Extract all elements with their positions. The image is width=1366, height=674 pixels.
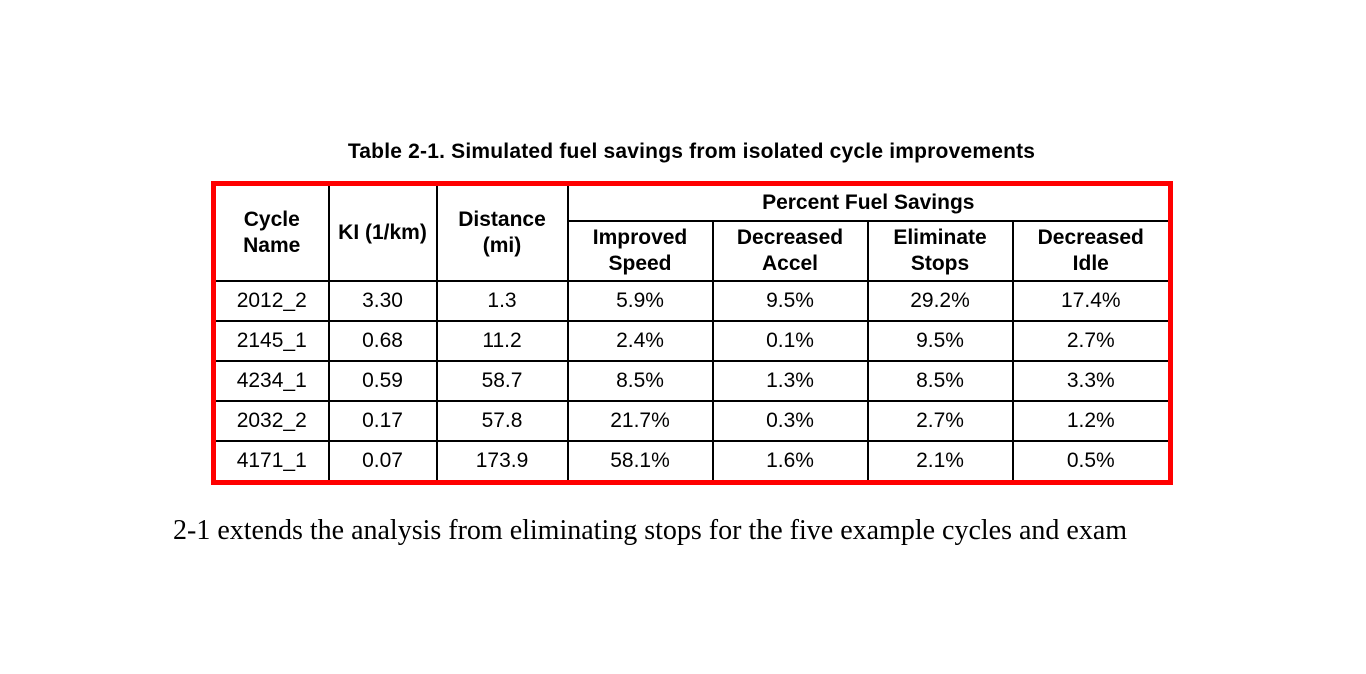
cell-decreased-accel: 9.5% (711, 280, 869, 322)
cell-decreased-accel: 1.3% (711, 360, 869, 402)
cell-improved-speed: 5.9% (566, 280, 714, 322)
column-header-distance: Distance (mi) (435, 182, 569, 282)
column-header-eliminate-stops: Eliminate Stops (866, 220, 1014, 282)
cell-decreased-accel: 1.6% (711, 440, 869, 484)
body-text: 2-1 extends the analysis from eliminatin… (173, 515, 1128, 546)
table-block: Table 2-1. Simulated fuel savings from i… (211, 140, 1174, 485)
cell-improved-speed: 2.4% (566, 320, 714, 362)
column-header-improved-speed: Improved Speed (566, 220, 714, 282)
cell-eliminate-stops: 29.2% (866, 280, 1014, 322)
cell-decreased-idle: 0.5% (1011, 440, 1172, 484)
cell-improved-speed: 21.7% (566, 400, 714, 442)
cell-distance: 1.3 (435, 280, 569, 322)
cell-decreased-idle: 3.3% (1011, 360, 1172, 402)
cell-decreased-accel: 0.1% (711, 320, 869, 362)
cell-improved-speed: 58.1% (566, 440, 714, 484)
cell-decreased-idle: 17.4% (1011, 280, 1172, 322)
header-row-sub: Improved Speed Decreased Accel Eliminate… (214, 220, 1172, 282)
table-title: Table 2-1. Simulated fuel savings from i… (347, 140, 1036, 163)
column-header-decreased-accel: Decreased Accel (711, 220, 869, 282)
cell-ki: 0.17 (327, 400, 438, 442)
cell-ki: 0.68 (327, 320, 438, 362)
cell-distance: 57.8 (435, 400, 569, 442)
cell-decreased-idle: 2.7% (1011, 320, 1172, 362)
cell-eliminate-stops: 2.7% (866, 400, 1014, 442)
cell-ki: 3.30 (327, 280, 438, 322)
table-row: 2145_1 0.68 11.2 2.4% 0.1% 9.5% 2.7% (212, 320, 1172, 362)
cell-ki: 0.59 (327, 360, 438, 402)
fuel-savings-table: Cycle Name KI (1/km) Distance (mi) Perce… (211, 181, 1174, 485)
table-row: 4171_1 0.07 173.9 58.1% 1.6% 2.1% 0.5% (212, 440, 1172, 484)
cell-distance: 11.2 (435, 320, 569, 362)
column-header-decreased-idle: Decreased Idle (1011, 220, 1172, 282)
cell-eliminate-stops: 9.5% (866, 320, 1014, 362)
cell-decreased-idle: 1.2% (1011, 400, 1172, 442)
cell-decreased-accel: 0.3% (711, 400, 869, 442)
column-header-ki: KI (1/km) (327, 182, 438, 282)
table-row: 2032_2 0.17 57.8 21.7% 0.3% 2.7% 1.2% (212, 400, 1172, 442)
cell-distance: 173.9 (435, 440, 569, 484)
cell-improved-speed: 8.5% (566, 360, 714, 402)
cell-cycle-name: 4171_1 (212, 440, 330, 484)
header-row-group: Cycle Name KI (1/km) Distance (mi) Perce… (212, 182, 1172, 282)
cell-ki: 0.07 (327, 440, 438, 484)
cell-eliminate-stops: 2.1% (866, 440, 1014, 484)
cell-cycle-name: 2145_1 (212, 320, 330, 362)
table-row: 2012_2 3.30 1.3 5.9% 9.5% 29.2% 17.4% (212, 280, 1172, 322)
cell-cycle-name: 2012_2 (212, 280, 330, 322)
cell-eliminate-stops: 8.5% (866, 360, 1014, 402)
cell-distance: 58.7 (435, 360, 569, 402)
cell-cycle-name: 2032_2 (212, 400, 330, 442)
column-header-cycle-name: Cycle Name (212, 182, 330, 282)
column-group-header-percent-fuel-savings: Percent Fuel Savings (566, 182, 1172, 222)
cell-cycle-name: 4234_1 (212, 360, 330, 402)
table-row: 4234_1 0.59 58.7 8.5% 1.3% 8.5% 3.3% (212, 360, 1172, 402)
